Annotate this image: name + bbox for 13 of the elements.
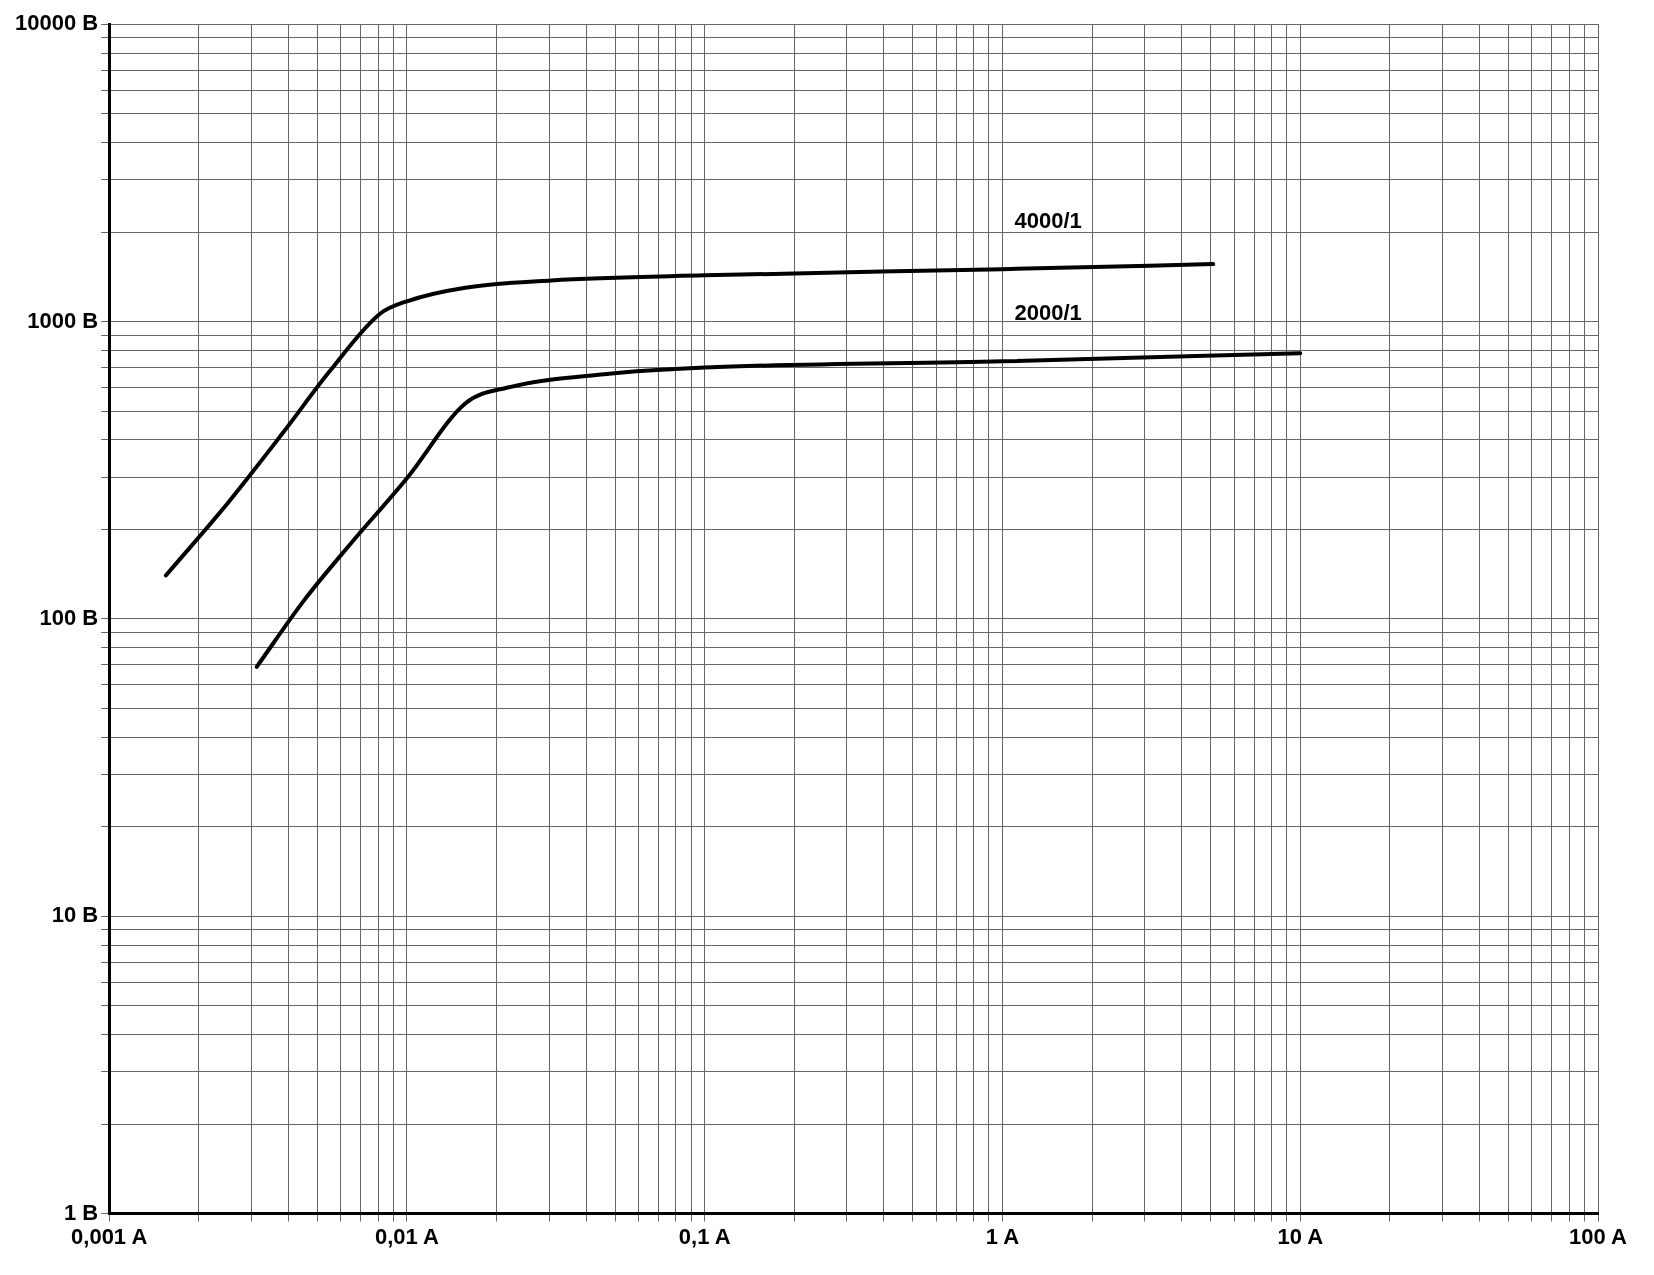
x-tick-label: 0,1 A: [678, 1223, 731, 1249]
y-tick-label: 10 В: [51, 902, 99, 928]
x-tick-label: 0,01 A: [374, 1223, 440, 1249]
x-tick-label: 1 A: [985, 1223, 1020, 1249]
x-tick-label: 100 A: [1569, 1223, 1628, 1249]
y-tick-label: 100 В: [39, 604, 99, 630]
x-tick-label: 0,001 A: [71, 1223, 148, 1249]
y-tick-label: 1 В: [63, 1199, 99, 1225]
y-tick-label: 1000 В: [27, 307, 99, 333]
y-tick-label: 10000 В: [14, 10, 99, 36]
series-label: 4000/1: [1014, 208, 1082, 234]
series-label: 2000/1: [1014, 300, 1082, 326]
x-tick-label: 10 A: [1277, 1223, 1324, 1249]
